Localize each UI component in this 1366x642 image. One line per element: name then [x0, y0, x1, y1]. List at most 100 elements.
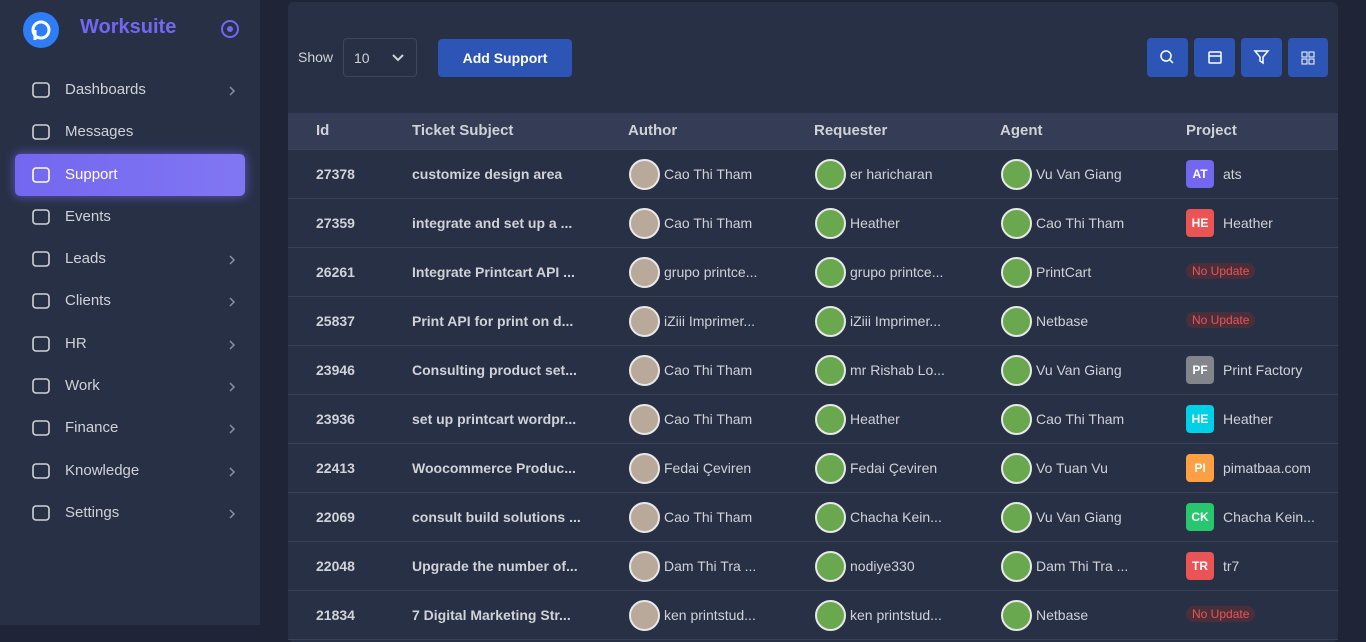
- filter-button[interactable]: [1241, 38, 1282, 77]
- person-name: mr Rishab Lo...: [850, 362, 945, 378]
- table-row[interactable]: 23936 set up printcart wordpr... Cao Thi T…: [288, 395, 1338, 444]
- menu-icon: [32, 336, 50, 352]
- avatar: [815, 600, 846, 631]
- person-name: Cao Thi Tham: [664, 362, 753, 378]
- table-row[interactable]: 27359 integrate and set up a ... Cao Thi T…: [288, 199, 1338, 248]
- project-name: Print Factory: [1223, 362, 1303, 378]
- layout-button[interactable]: [1288, 38, 1328, 77]
- search-button[interactable]: [1147, 38, 1188, 77]
- column-header: Agent: [1000, 122, 1043, 139]
- table-row[interactable]: 26261 Integrate Printcart API ... grupo pr…: [288, 248, 1338, 297]
- person-name: Heather: [850, 411, 900, 427]
- logo: [23, 12, 59, 48]
- person-name: Chacha Kein...: [850, 509, 942, 525]
- page-size-select[interactable]: 10: [343, 38, 417, 77]
- sidebar: Worksuite Dashboards Messages Support Event…: [0, 0, 260, 625]
- person-name: Dam Thi Tra ...: [664, 558, 757, 574]
- person-name: Fedai Çeviren: [850, 460, 938, 476]
- add-support-button[interactable]: Add Support: [438, 39, 572, 77]
- person-name: nodiye330: [850, 558, 915, 574]
- menu-item[interactable]: Leads: [15, 238, 245, 280]
- person-name: er haricharan: [850, 166, 933, 182]
- project-badge: HE: [1186, 209, 1214, 237]
- project-name: ats: [1223, 166, 1242, 182]
- column-header: Author: [628, 122, 678, 139]
- person-name: Netbase: [1036, 607, 1089, 623]
- table-row[interactable]: 23946 Consulting product set... Cao Thi Th…: [288, 346, 1338, 395]
- avatar: [815, 306, 846, 337]
- project-name: pimatbaa.com: [1223, 460, 1311, 476]
- person-name: grupo printce...: [850, 264, 944, 280]
- menu-item[interactable]: Finance: [15, 407, 245, 449]
- ticket-subject: customize design area: [412, 166, 563, 182]
- person-name: Cao Thi Tham: [1036, 411, 1125, 427]
- person-name: Cao Thi Tham: [1036, 215, 1125, 231]
- project-badge: TR: [1186, 552, 1214, 580]
- menu-item[interactable]: Dashboards: [15, 69, 245, 111]
- menu-item[interactable]: Events: [15, 196, 245, 238]
- submenu-chevron: [229, 340, 236, 350]
- avatar: [815, 551, 846, 582]
- submenu-chevron: [229, 255, 236, 265]
- person-name: grupo printce...: [664, 264, 758, 280]
- project-badge: PI: [1186, 454, 1214, 482]
- ticket-subject: consult build solutions ...: [412, 509, 581, 525]
- person-name: Cao Thi Tham: [664, 411, 753, 427]
- menu-label: Knowledge: [65, 462, 140, 479]
- chevron: [392, 54, 404, 62]
- menu-icon: [32, 82, 50, 98]
- menu-item[interactable]: Messages: [15, 111, 245, 153]
- avatar: [1001, 404, 1032, 435]
- menu-icon: [32, 167, 50, 183]
- menu-label: Settings: [65, 504, 120, 521]
- table-row[interactable]: 22069 consult build solutions ... Cao Thi …: [288, 493, 1338, 542]
- menu-icon: [32, 209, 50, 225]
- person-name: iZiii Imprimer...: [664, 313, 755, 329]
- table-row[interactable]: 22413 Woocommerce Produc... Fedai Çeviren F…: [288, 444, 1338, 493]
- avatar: [629, 453, 660, 484]
- filter-icon: [1253, 50, 1270, 65]
- menu-item[interactable]: Support: [15, 154, 245, 196]
- menu-icon: [32, 251, 50, 267]
- column-header: Requester: [814, 122, 888, 139]
- brand: Worksuite: [80, 16, 177, 38]
- menu-item[interactable]: Clients: [15, 280, 245, 322]
- avatar: [815, 453, 846, 484]
- ticket-subject: Print API for print on d...: [412, 313, 574, 329]
- menu-item[interactable]: Knowledge: [15, 450, 245, 492]
- page: Support {"sidebar": {"brand": "Worksuite…: [0, 0, 1338, 642]
- collapse-toggle[interactable]: [220, 19, 240, 39]
- person-name: Vu Van Giang: [1036, 166, 1122, 182]
- menu-item[interactable]: Settings: [15, 492, 245, 534]
- table-header: Id Ticket Subject Author Requester Agent Proj…: [288, 113, 1338, 150]
- menu-label: Support: [65, 166, 118, 183]
- menu-label: Leads: [65, 250, 106, 267]
- table-row[interactable]: 25837 Print API for print on d... iZiii Im…: [288, 297, 1338, 346]
- person-name: PrintCart: [1036, 264, 1092, 280]
- person-name: ken printstud...: [850, 607, 942, 623]
- table-row[interactable]: 27378 customize design area Cao Thi Tham er…: [288, 150, 1338, 199]
- table-row[interactable]: 21834 7 Digital Marketing Str... ken print…: [288, 591, 1338, 640]
- status-badge: No Update: [1186, 263, 1256, 279]
- avatar: [815, 404, 846, 435]
- menu-icon: [32, 378, 50, 394]
- ticket-id: 22048: [316, 558, 355, 574]
- avatar: [815, 159, 846, 190]
- person-name: Dam Thi Tra ...: [1036, 558, 1129, 574]
- support-card: Show 10 Add Support Id Ticket Subject Auth…: [288, 2, 1338, 642]
- ticket-subject: set up printcart wordpr...: [412, 411, 577, 427]
- person-name: iZiii Imprimer...: [850, 313, 941, 329]
- menu-icon: [32, 293, 50, 309]
- menu-item[interactable]: HR: [15, 323, 245, 365]
- avatar: [629, 306, 660, 337]
- project-badge: CK: [1186, 503, 1214, 531]
- avatar: [629, 551, 660, 582]
- menu-item[interactable]: Work: [15, 365, 245, 407]
- ticket-subject: Woocommerce Produc...: [412, 460, 576, 476]
- person-name: Heather: [850, 215, 900, 231]
- avatar: [629, 404, 660, 435]
- ticket-subject: integrate and set up a ...: [412, 215, 573, 231]
- avatar: [1001, 257, 1032, 288]
- table-row[interactable]: 22048 Upgrade the number of... Dam Thi Tra…: [288, 542, 1338, 591]
- calendar-button[interactable]: [1194, 38, 1235, 77]
